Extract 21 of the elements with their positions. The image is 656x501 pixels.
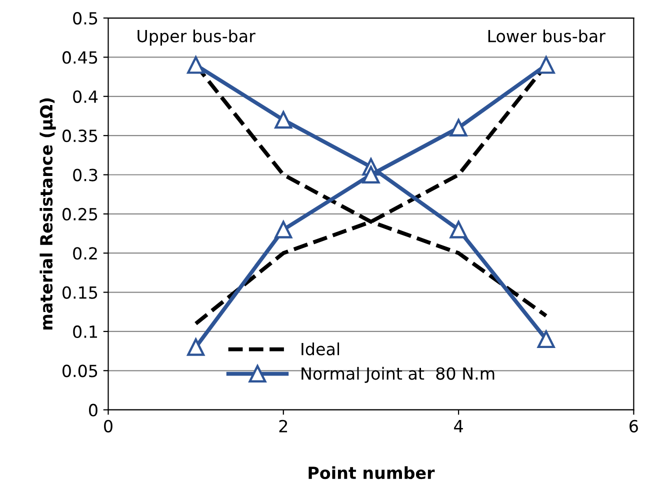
legend-label: Normal Joint at 80 N.m	[302, 366, 494, 383]
x-tick-label: 6	[630, 420, 638, 432]
y-tick-label: 0.3	[73, 168, 98, 182]
y-tick-label: 0.25	[62, 208, 98, 220]
x-tick-label: 0	[104, 420, 112, 432]
legend-label: Ideal	[302, 342, 340, 356]
annotation: Upper bus-bar	[138, 29, 256, 46]
y-tick-label: 0.35	[62, 130, 98, 142]
x-tick-label: 2	[279, 420, 288, 432]
y-tick-label: 0.2	[73, 247, 97, 260]
y-tick-label: 0.45	[62, 51, 98, 64]
y-tick-label: 0.1	[73, 325, 97, 338]
x-axis-title: Point number	[308, 466, 435, 480]
y-tick-label: 0.5	[73, 12, 98, 25]
y-axis-title: material Resistance (μΩ)	[40, 98, 56, 330]
y-tick-label: 0	[89, 404, 98, 416]
y-tick-label: 0.4	[73, 90, 98, 103]
y-tick-label: 0.15	[62, 286, 98, 299]
x-tick-label: 4	[454, 420, 463, 432]
y-tick-label: 0.05	[62, 364, 98, 378]
annotation: Lower bus-bar	[488, 29, 606, 42]
